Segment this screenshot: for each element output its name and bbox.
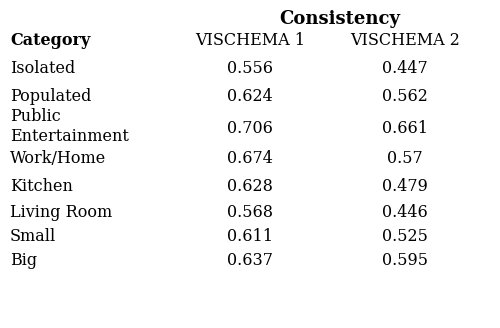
Text: 0.525: 0.525 <box>382 228 428 245</box>
Text: 0.556: 0.556 <box>227 60 273 77</box>
Text: Work/Home: Work/Home <box>10 150 106 167</box>
Text: Public
Entertainment: Public Entertainment <box>10 108 129 145</box>
Text: Big: Big <box>10 252 37 269</box>
Text: 0.479: 0.479 <box>382 178 428 195</box>
Text: Consistency: Consistency <box>280 10 400 28</box>
Text: 0.568: 0.568 <box>227 204 273 221</box>
Text: 0.628: 0.628 <box>227 178 273 195</box>
Text: 0.447: 0.447 <box>382 60 428 77</box>
Text: 0.706: 0.706 <box>227 120 273 137</box>
Text: Living Room: Living Room <box>10 204 112 221</box>
Text: VISCHEMA 2: VISCHEMA 2 <box>350 32 460 49</box>
Text: Category: Category <box>10 32 90 49</box>
Text: Populated: Populated <box>10 88 92 105</box>
Text: 0.624: 0.624 <box>227 88 273 105</box>
Text: Isolated: Isolated <box>10 60 75 77</box>
Text: 0.562: 0.562 <box>382 88 428 105</box>
Text: 0.637: 0.637 <box>227 252 273 269</box>
Text: 0.674: 0.674 <box>227 150 273 167</box>
Text: VISCHEMA 1: VISCHEMA 1 <box>195 32 305 49</box>
Text: 0.611: 0.611 <box>227 228 273 245</box>
Text: 0.446: 0.446 <box>382 204 428 221</box>
Text: Kitchen: Kitchen <box>10 178 73 195</box>
Text: 0.661: 0.661 <box>382 120 428 137</box>
Text: 0.595: 0.595 <box>382 252 428 269</box>
Text: 0.57: 0.57 <box>387 150 423 167</box>
Text: Small: Small <box>10 228 56 245</box>
